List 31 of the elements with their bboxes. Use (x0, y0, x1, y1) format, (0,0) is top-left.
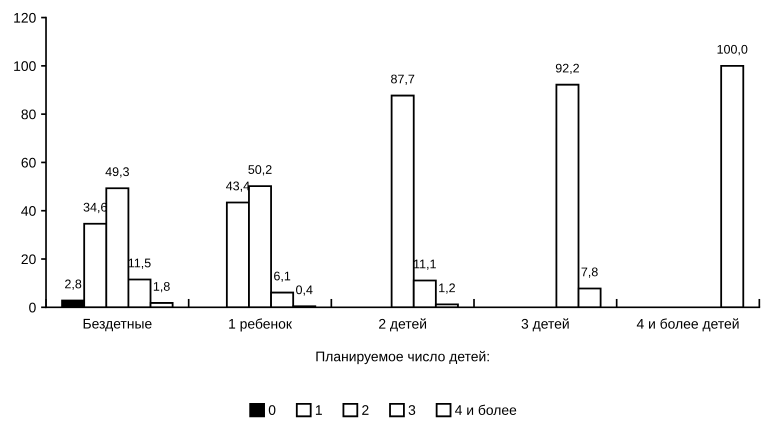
data-label: 1,2 (439, 283, 455, 294)
data-label: 6,1 (274, 272, 290, 282)
data-label: 43,4 (226, 182, 250, 192)
data-label: 0,4 (296, 285, 313, 296)
x-tick-label: 1 ребенок (229, 318, 292, 332)
data-label: 92,2 (556, 64, 579, 74)
legend-label: 2 (362, 405, 368, 415)
x-tick-label: 2 детей (379, 318, 426, 332)
data-label: 1,8 (154, 282, 170, 292)
data-label: 7,8 (582, 267, 598, 278)
data-label: 11,1 (414, 260, 436, 270)
x-tick-label: Бездетные (84, 318, 152, 332)
y-tick-label: 80 (21, 109, 36, 120)
y-tick-label: 40 (21, 206, 36, 216)
legend-label: 3 (408, 405, 416, 415)
data-label: 100,0 (718, 44, 748, 56)
x-axis-title: Планируемое число детей: (316, 350, 489, 364)
x-tick-label: 4 и более детей (636, 318, 739, 332)
x-tick-label: 3 детей (522, 318, 569, 332)
legend-label: 4 и более (455, 404, 516, 415)
y-tick-label: 120 (14, 12, 36, 23)
y-tick-label: 100 (14, 61, 36, 72)
data-label: 87,7 (391, 74, 414, 85)
data-label: 49,3 (105, 167, 129, 178)
y-tick-label: 0 (29, 302, 36, 312)
y-tick-label: 60 (22, 158, 36, 168)
y-tick-label: 20 (22, 254, 36, 264)
data-label: 50,2 (248, 165, 272, 176)
legend-label: 1 (316, 405, 322, 415)
legend-label: 0 (268, 405, 276, 415)
data-label: 2,8 (65, 280, 82, 290)
